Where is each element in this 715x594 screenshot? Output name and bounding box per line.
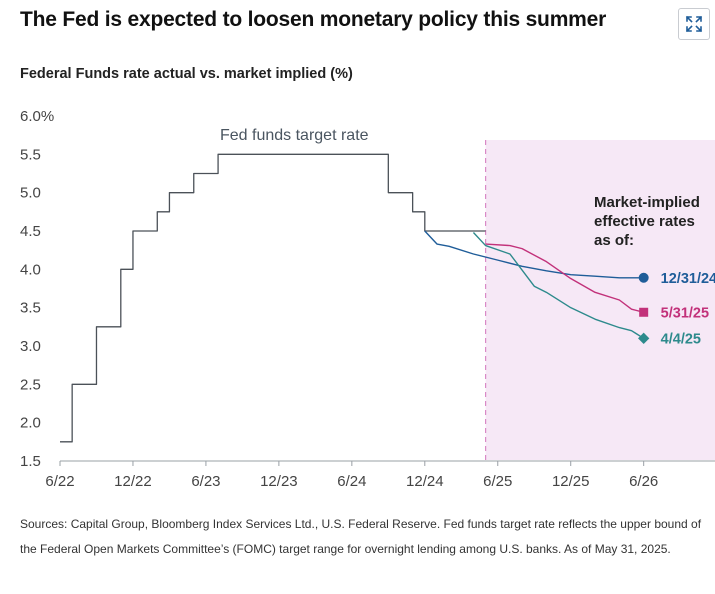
x-tick-label: 6/26 xyxy=(629,473,658,490)
series-line-12-31-24 xyxy=(424,230,644,279)
x-tick-label: 12/25 xyxy=(552,473,590,490)
series-label: 12/31/24 xyxy=(661,271,715,287)
chart-subtitle: Federal Funds rate actual vs. market imp… xyxy=(20,66,353,82)
chart-title: The Fed is expected to loosen monetary p… xyxy=(20,8,607,31)
y-tick-label: 4.0 xyxy=(20,261,41,278)
y-tick-label: 5.0 xyxy=(20,185,41,202)
x-tick-label: 12/24 xyxy=(406,473,444,490)
series-label: 4/4/25 xyxy=(661,331,701,347)
x-tick-label: 12/23 xyxy=(260,473,298,490)
y-tick-label: 1.5 xyxy=(20,453,41,470)
series-marker-12-31-24 xyxy=(638,272,649,283)
y-tick-label: 4.5 xyxy=(20,223,41,240)
x-tick-label: 6/23 xyxy=(191,473,220,490)
expand-button[interactable] xyxy=(678,8,710,40)
line-chart: 6.0% 5.5 5.0 4.5 4.0 3.5 3.0 2.5 2.0 1.56/22 12/22… xyxy=(20,108,715,490)
series-line-fed-funds xyxy=(60,153,486,443)
x-tick-label: 6/25 xyxy=(483,473,512,490)
x-tick-label: 12/22 xyxy=(114,473,152,490)
forecast-region xyxy=(485,140,715,460)
y-tick-label: 5.5 xyxy=(20,146,41,163)
x-tick-label: 6/22 xyxy=(45,473,74,490)
series-marker-4-4-25 xyxy=(638,332,650,344)
y-tick-label: 6.0% xyxy=(20,108,54,125)
y-tick-label: 3.0 xyxy=(20,338,41,355)
y-tick-label: 3.5 xyxy=(20,300,41,317)
series-line-4-4-25 xyxy=(472,232,645,339)
source-note: Sources: Capital Group, Bloomberg Index … xyxy=(20,517,702,556)
series-marker-5-31-25 xyxy=(639,307,649,317)
series-label: 5/31/25 xyxy=(661,305,709,321)
expand-icon xyxy=(685,15,703,33)
x-tick-label: 6/24 xyxy=(337,473,366,490)
fed-funds-annotation: Fed funds target rate xyxy=(220,127,369,144)
legend-title: Market-implied effective rates as of: xyxy=(594,194,700,249)
y-tick-label: 2.5 xyxy=(20,376,41,393)
y-tick-label: 2.0 xyxy=(20,415,41,432)
series-line-5-31-25 xyxy=(485,243,644,313)
